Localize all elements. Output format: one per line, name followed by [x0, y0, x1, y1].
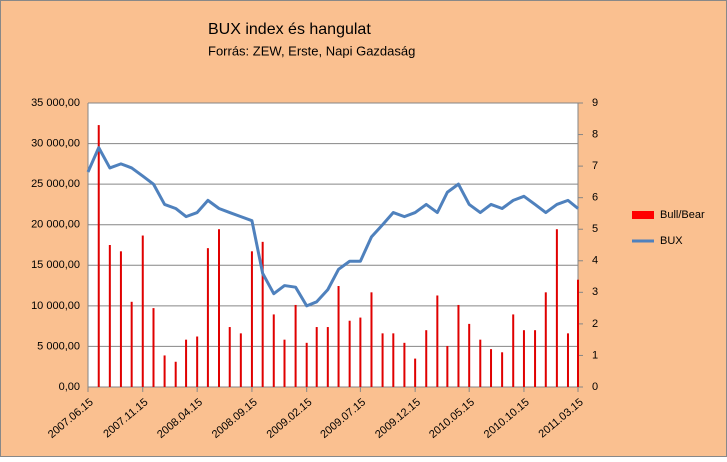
bar [261, 241, 264, 387]
y2-tick-label: 5 [592, 223, 598, 235]
bar [283, 339, 286, 387]
bar [97, 125, 100, 387]
plot-area [88, 103, 578, 387]
legend-label: BUX [660, 235, 683, 247]
bar [108, 245, 111, 387]
y-tick-label: 35 000,00 [31, 97, 80, 109]
y-tick-label: 5 000,00 [37, 340, 80, 352]
bar [501, 352, 504, 387]
bar [326, 327, 329, 387]
y-tick-label: 0,00 [59, 381, 80, 393]
bar [403, 342, 406, 387]
bar [381, 333, 384, 387]
bar [141, 235, 144, 387]
bar [577, 279, 579, 387]
y2-tick-label: 3 [592, 286, 598, 298]
bar [544, 292, 547, 387]
chart-subtitle: Forrás: ZEW, Erste, Napi Gazdaság [208, 43, 415, 58]
bar [196, 336, 199, 387]
bar [163, 355, 166, 387]
y2-tick-label: 7 [592, 160, 598, 172]
bar [370, 292, 373, 387]
y2-tick-label: 8 [592, 128, 598, 140]
bar [534, 330, 537, 387]
bar [359, 317, 362, 387]
bar [305, 342, 308, 387]
y-tick-label: 25 000,00 [31, 178, 80, 190]
bar [490, 349, 493, 387]
y2-tick-label: 0 [592, 381, 598, 393]
bar [392, 333, 395, 387]
bar [337, 286, 340, 387]
y2-tick-label: 2 [592, 318, 598, 330]
bar [512, 314, 515, 387]
bar [522, 330, 525, 387]
bar [315, 327, 318, 387]
y2-tick-label: 4 [592, 255, 598, 267]
y2-tick-label: 1 [592, 349, 598, 361]
bar [206, 248, 209, 387]
bar [425, 330, 428, 387]
bar [479, 339, 482, 387]
legend-swatch [632, 211, 654, 219]
y-tick-label: 30 000,00 [31, 137, 80, 149]
bar [239, 333, 242, 387]
bar [228, 327, 231, 387]
bar [174, 361, 177, 387]
bar [185, 339, 188, 387]
line [86, 146, 579, 308]
y-tick-label: 10 000,00 [31, 300, 80, 312]
legend-label: Bull/Bear [660, 209, 705, 221]
y-tick-label: 20 000,00 [31, 219, 80, 231]
y2-tick-label: 6 [592, 192, 598, 204]
y-tick-label: 15 000,00 [31, 259, 80, 271]
chart-title: BUX index és hangulat [208, 21, 371, 38]
bar [218, 229, 221, 387]
bar [119, 251, 122, 387]
bar [468, 323, 471, 387]
bar [250, 251, 253, 387]
bar [130, 301, 133, 387]
bar [555, 229, 558, 387]
bar [414, 358, 417, 387]
bar [446, 345, 449, 387]
bar [436, 295, 439, 387]
bar [152, 308, 155, 387]
bar [566, 333, 569, 387]
bar [348, 320, 351, 387]
bar [457, 304, 460, 387]
bar [272, 314, 275, 387]
bar [294, 304, 297, 387]
y2-tick-label: 9 [592, 97, 598, 109]
